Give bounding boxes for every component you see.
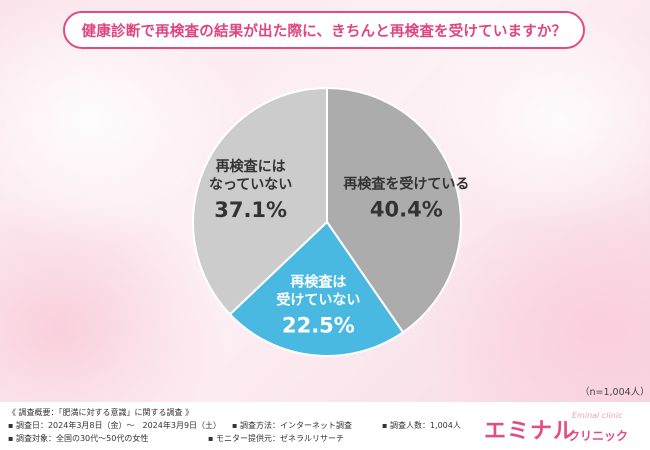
slice-value-2: 37.1%: [214, 198, 287, 222]
slice-value-0: 40.4%: [370, 197, 443, 221]
survey-method: ▪ 調査方法：インターネット調査: [232, 421, 352, 430]
survey-overview: 《 調査概要：「肥満に対する意識」に関する調査 》: [8, 408, 194, 417]
slice-label-1-line-1: 受けていない: [276, 292, 360, 309]
pie-slice-2: [192, 86, 328, 316]
survey-footer: 《 調査概要：「肥満に対する意識」に関する調査 》 ▪ 調査日：2024年3月8…: [0, 402, 650, 450]
logo-small-text: Eminal clinic: [572, 411, 623, 420]
slice-label-0-line-0: 再検査を受けている: [343, 175, 469, 192]
survey-date: ▪ 調査日：2024年3月8日（金）～ 2024年3月9日（土）: [8, 421, 222, 430]
slice-label-2-line-0: 再検査には: [216, 158, 286, 175]
sample-size: （n=1,004人）: [580, 387, 650, 398]
pie-slice-0: [326, 86, 462, 334]
slice-label-2-line-1: なっていない: [209, 177, 292, 193]
logo-sub-text: クリニック: [568, 429, 629, 443]
title-box: 健康診断で再検査の結果が出た際に、きちんと再検査を受けていますか？: [63, 11, 585, 49]
survey-target: ▪ 調査対象：全国の30代～50代の女性: [8, 434, 149, 443]
logo-main-text: エミナル: [484, 419, 577, 444]
slice-label-1-line-0: 再検査は: [290, 274, 346, 291]
pie-slice-1: [228, 220, 405, 357]
chart-title: 健康診断で再検査の結果が出た際に、きちんと再検査を受けていますか？: [81, 23, 567, 40]
survey-provider: ▪ モニター提供元：ゼネラルリサーチ: [208, 434, 344, 443]
slice-value-1: 22.5%: [282, 314, 355, 338]
clinic-logo: エミナル Eminal clinic クリニック: [484, 409, 644, 447]
survey-respondents: ▪ 調査人数：1,004人: [382, 421, 461, 430]
